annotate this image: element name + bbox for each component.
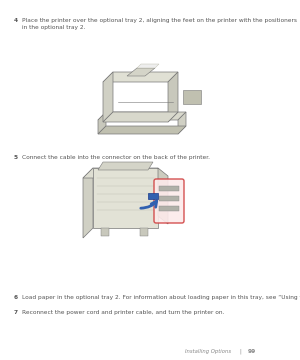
Polygon shape bbox=[178, 112, 186, 134]
Text: 99: 99 bbox=[248, 349, 256, 354]
Text: 6: 6 bbox=[14, 295, 18, 300]
FancyBboxPatch shape bbox=[154, 179, 184, 223]
Bar bbox=[159, 186, 179, 191]
Polygon shape bbox=[98, 112, 106, 134]
Bar bbox=[140, 228, 148, 236]
Polygon shape bbox=[98, 112, 186, 120]
Polygon shape bbox=[103, 72, 178, 82]
Text: Installing Options: Installing Options bbox=[185, 349, 231, 354]
Text: 7: 7 bbox=[14, 310, 18, 315]
Polygon shape bbox=[127, 68, 155, 76]
Polygon shape bbox=[103, 112, 178, 122]
Polygon shape bbox=[137, 64, 159, 68]
Polygon shape bbox=[83, 168, 158, 178]
Polygon shape bbox=[158, 168, 168, 224]
Text: 5: 5 bbox=[14, 155, 18, 160]
Text: Place the printer over the optional tray 2, aligning the feet on the printer wit: Place the printer over the optional tray… bbox=[22, 18, 297, 30]
Text: Reconnect the power cord and printer cable, and turn the printer on.: Reconnect the power cord and printer cab… bbox=[22, 310, 224, 315]
Text: |: | bbox=[239, 348, 241, 354]
Polygon shape bbox=[103, 72, 113, 122]
Text: Load paper in the optional tray 2. For information about loading paper in this t: Load paper in the optional tray 2. For i… bbox=[22, 295, 300, 300]
Polygon shape bbox=[98, 126, 186, 134]
Bar bbox=[148, 193, 158, 199]
Polygon shape bbox=[98, 162, 153, 170]
Polygon shape bbox=[83, 168, 93, 238]
Bar bbox=[101, 228, 109, 236]
Polygon shape bbox=[168, 72, 178, 122]
Bar bbox=[159, 206, 179, 211]
Text: Connect the cable into the connector on the back of the printer.: Connect the cable into the connector on … bbox=[22, 155, 210, 160]
Bar bbox=[93, 168, 158, 228]
Bar bbox=[159, 196, 179, 201]
Bar bbox=[183, 90, 201, 104]
Text: 4: 4 bbox=[14, 18, 18, 23]
